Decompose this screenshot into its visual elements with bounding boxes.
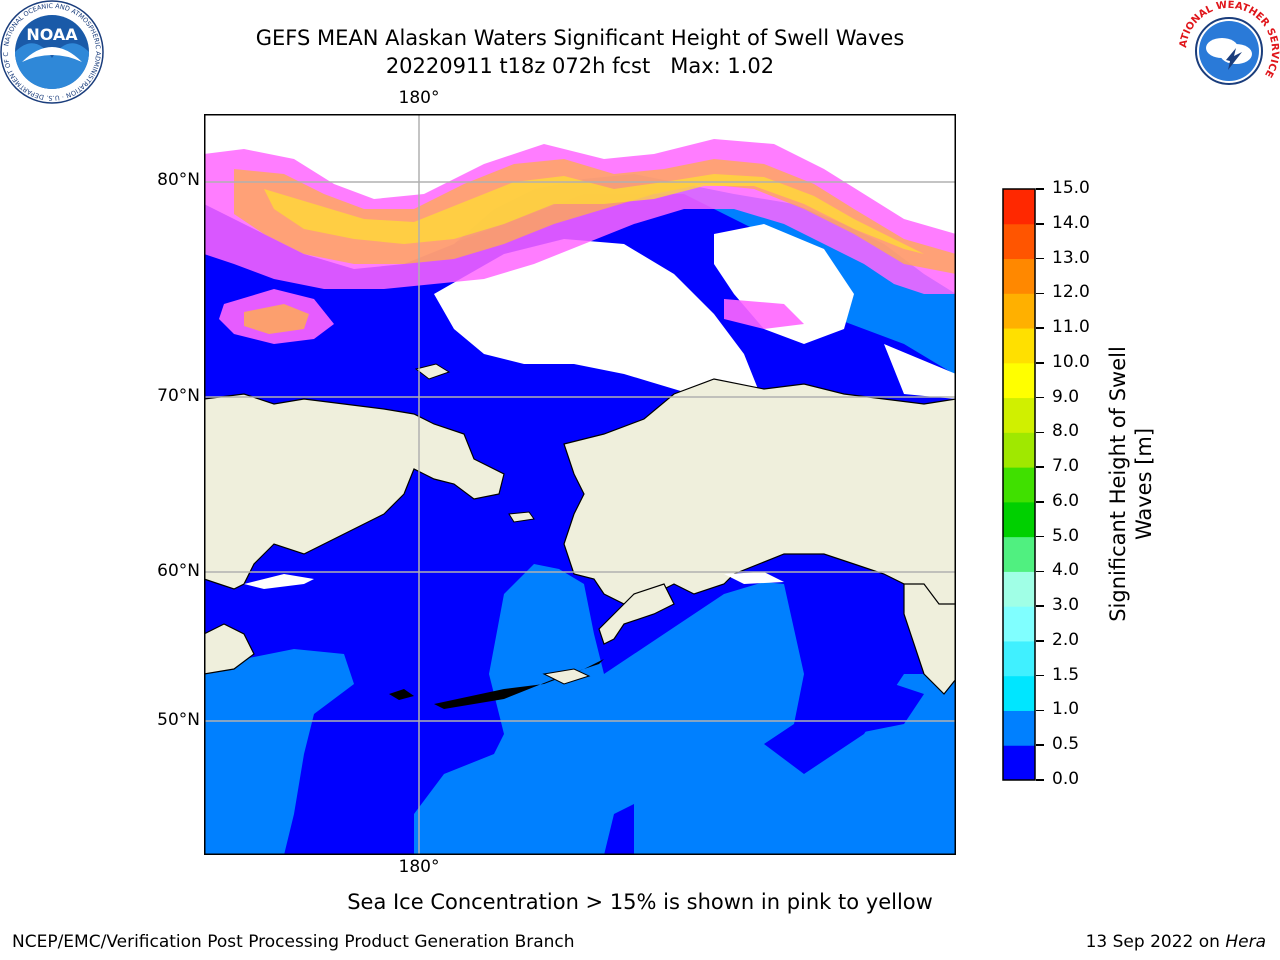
lat-label-50n: 50°N	[157, 710, 200, 730]
colorbar-bin	[1003, 293, 1035, 329]
colorbar-bin	[1003, 467, 1035, 503]
colorbar-tick-mark	[1036, 188, 1044, 190]
colorbar-tick-label: 1.0	[1052, 699, 1080, 720]
colorbar-tick-label: 3.0	[1052, 595, 1080, 616]
colorbar-tick-label: 9.0	[1052, 386, 1080, 407]
colorbar-bin	[1003, 189, 1035, 225]
colorbar-tick-mark	[1036, 396, 1044, 399]
colorbar-tick-label: 12.0	[1052, 282, 1090, 303]
land-siberia	[204, 393, 505, 590]
colorbar-bin	[1003, 536, 1035, 572]
colorbar-bin	[1003, 745, 1035, 781]
lon-label-top: 180°	[398, 88, 440, 108]
colorbar-bin	[1003, 362, 1035, 399]
lat-label-70n: 70°N	[157, 386, 200, 406]
colorbar-tick-mark	[1036, 570, 1044, 573]
colorbar-label-line2: Waves [m]	[1132, 428, 1155, 540]
colorbar-bin	[1003, 432, 1035, 468]
colorbar-tick-mark	[1036, 605, 1044, 607]
colorbar-tick-mark	[1036, 431, 1044, 434]
colorbar-bin	[1003, 223, 1035, 260]
colorbar-tick-label: 0.5	[1052, 734, 1080, 755]
colorbar-tick-mark	[1036, 292, 1044, 295]
noaa-logo-text: NOAA	[26, 25, 78, 44]
colorbar-tick-label: 6.0	[1052, 490, 1080, 511]
colorbar-bin	[1003, 501, 1035, 538]
colorbar-tick-mark	[1036, 640, 1044, 642]
colorbar-tick-mark	[1036, 466, 1044, 468]
colorbar-tick-label: 4.0	[1052, 560, 1080, 581]
colorbar-tick-mark	[1036, 327, 1044, 329]
colorbar-tick-label: 5.0	[1052, 525, 1080, 546]
colorbar-bin	[1003, 397, 1035, 433]
colorbar-bin	[1003, 675, 1035, 711]
colorbar-tick-mark	[1036, 362, 1044, 364]
colorbar-tick-mark	[1036, 779, 1044, 781]
colorbar-tick-label: 13.0	[1052, 247, 1090, 268]
colorbar-tick-mark	[1036, 501, 1044, 503]
colorbar-bin	[1003, 571, 1035, 607]
colorbar-tick-mark	[1036, 709, 1044, 712]
chart-subtitle: 20220911 t18z 072h fcst Max: 1.02	[385, 54, 775, 78]
chart-title: GEFS MEAN Alaskan Waters Significant Hei…	[255, 26, 905, 50]
colorbar-tick-mark	[1036, 535, 1044, 538]
colorbar-frame	[1002, 188, 1036, 781]
colorbar-bin	[1003, 328, 1035, 364]
lat-label-80n: 80°N	[157, 170, 200, 190]
colorbar-bin	[1003, 640, 1035, 677]
colorbar	[1002, 188, 1036, 781]
colorbar-tick-label: 11.0	[1052, 317, 1090, 338]
noaa-logo: NATIONAL OCEANIC AND ATMOSPHERIC ADMINIS…	[0, 0, 104, 104]
map-panel	[204, 114, 956, 855]
colorbar-tick-label: 14.0	[1052, 212, 1090, 233]
colorbar-tick-label: 0.0	[1052, 769, 1080, 789]
colorbar-label-line1: Significant Height of Swell	[1106, 346, 1130, 622]
colorbar-tick-mark	[1036, 674, 1044, 677]
lon-label-bottom: 180°	[398, 857, 440, 877]
colorbar-tick-label: 8.0	[1052, 421, 1080, 442]
colorbar-tick-label: 2.0	[1052, 629, 1080, 650]
nws-logo: NATIONAL WEATHER SERVICE	[1178, 0, 1280, 101]
lat-label-60n: 60°N	[157, 561, 200, 581]
sea-ice-note: Sea Ice Concentration > 15% is shown in …	[347, 890, 933, 914]
footer-host: Hera	[1225, 932, 1266, 952]
colorbar-tick-label: 7.0	[1052, 456, 1080, 477]
land-alaska	[563, 378, 956, 680]
colorbar-tick-label: 15.0	[1052, 178, 1090, 198]
colorbar-bin	[1003, 606, 1035, 642]
colorbar-tick-label: 10.0	[1052, 351, 1090, 372]
colorbar-label: Significant Height of Swell Waves [m]	[1106, 346, 1155, 622]
footer-branch: NCEP/EMC/Verification Post Processing Pr…	[12, 932, 575, 952]
colorbar-tick-label: 1.5	[1052, 664, 1080, 685]
footer-date: 13 Sep 2022 on Hera	[1086, 932, 1266, 952]
colorbar-tick-mark	[1036, 744, 1044, 746]
footer-date-text: 13 Sep 2022 on	[1085, 932, 1220, 952]
colorbar-bin	[1003, 258, 1035, 294]
colorbar-bin	[1003, 710, 1035, 746]
colorbar-tick-mark	[1036, 223, 1044, 225]
colorbar-tick-mark	[1036, 257, 1044, 260]
